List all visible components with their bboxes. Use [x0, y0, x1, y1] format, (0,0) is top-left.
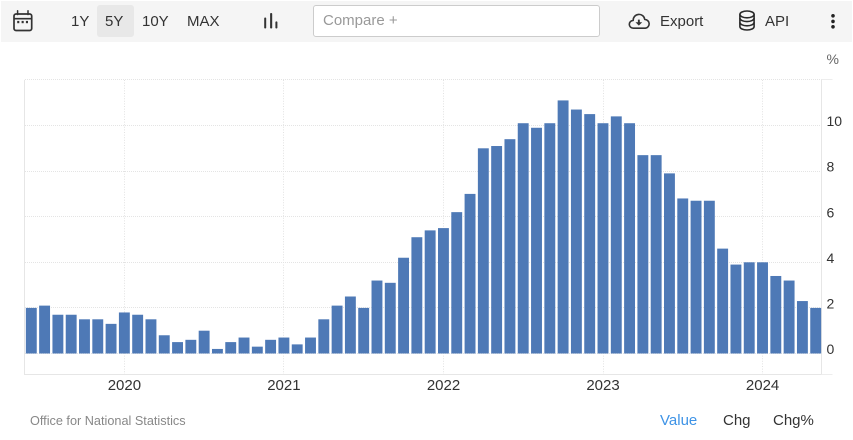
svg-text:10: 10 — [827, 113, 843, 129]
svg-text:2021: 2021 — [267, 377, 300, 394]
svg-text:%: % — [827, 51, 839, 67]
svg-text:0: 0 — [827, 341, 835, 357]
svg-text:2023: 2023 — [586, 377, 619, 394]
svg-text:6: 6 — [827, 204, 835, 220]
svg-text:8: 8 — [827, 159, 835, 175]
svg-text:2024: 2024 — [746, 377, 779, 394]
svg-text:2020: 2020 — [108, 377, 141, 394]
svg-text:2022: 2022 — [427, 377, 460, 394]
svg-text:2: 2 — [827, 296, 835, 312]
svg-text:4: 4 — [827, 250, 835, 266]
